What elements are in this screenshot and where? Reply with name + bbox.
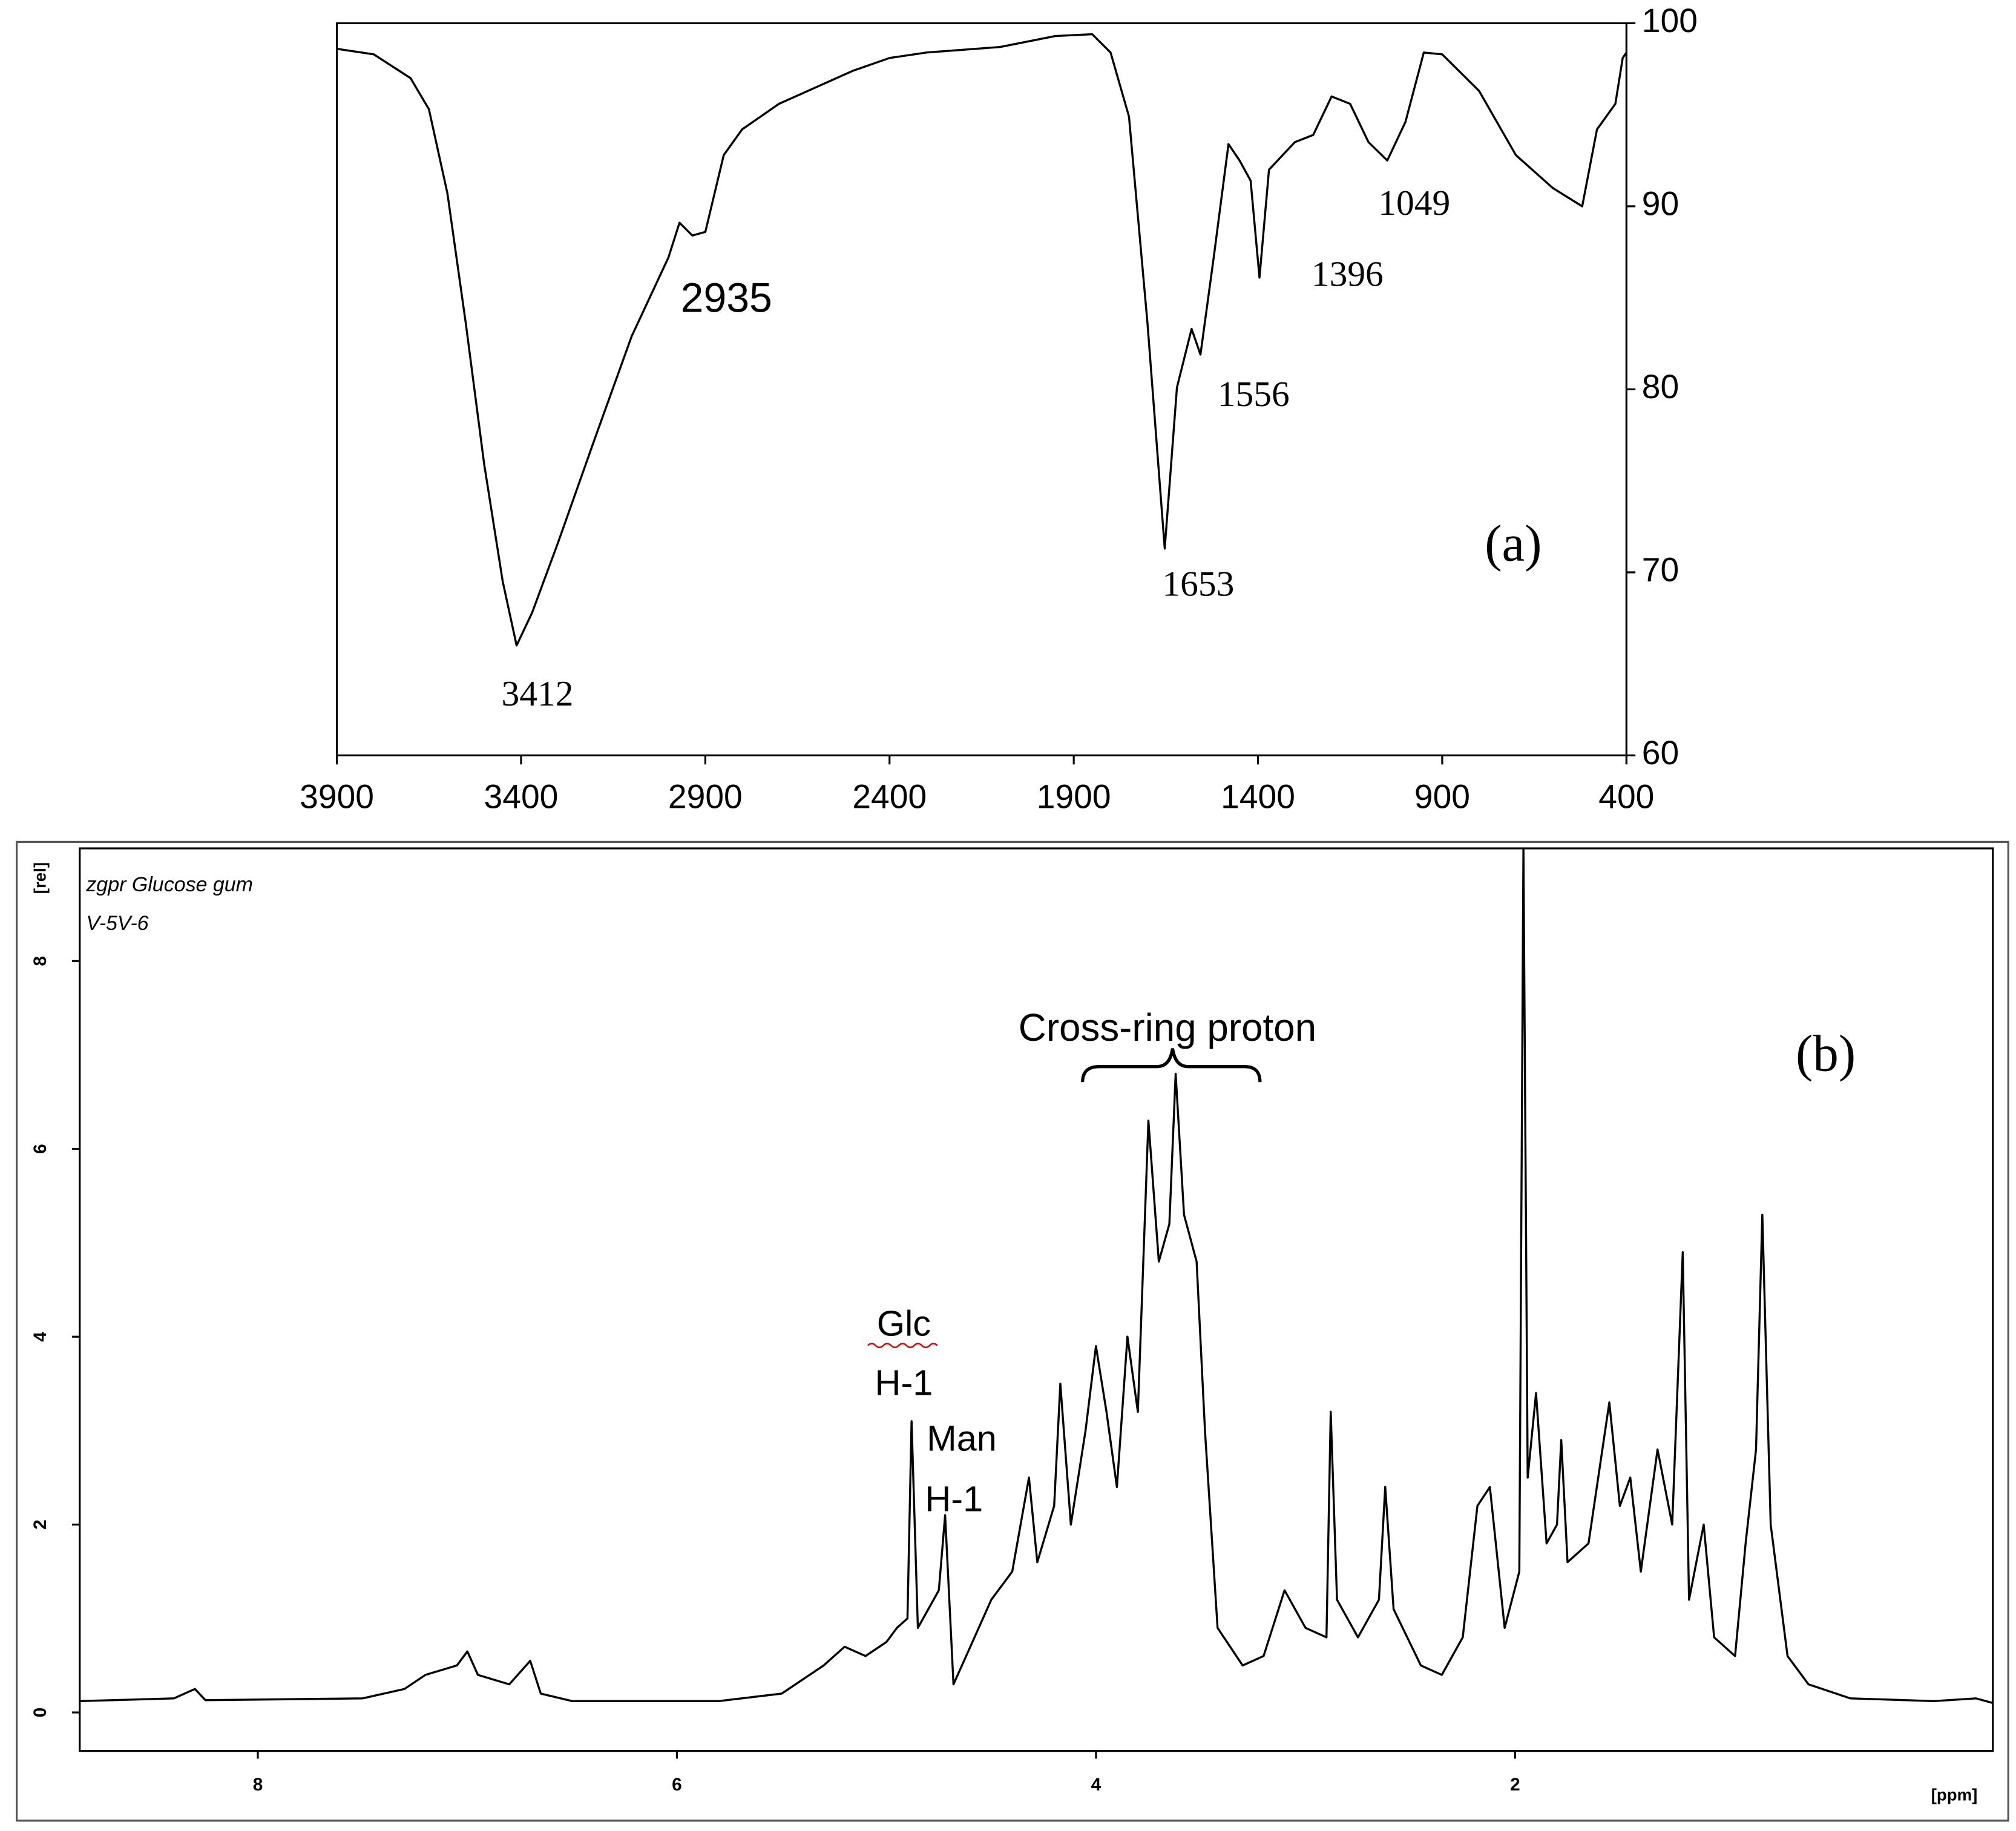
y-tick-label: 70 xyxy=(1642,551,1679,588)
spell-underline xyxy=(867,1343,938,1349)
annotation: H-1 xyxy=(925,1478,983,1519)
y-tick-label: 0 xyxy=(30,1708,50,1718)
note: zgpr Glucose gum xyxy=(85,873,253,896)
x-tick-label: 2 xyxy=(1510,1775,1520,1795)
y-tick-label: 90 xyxy=(1642,185,1679,222)
x-tick-label: 3400 xyxy=(484,778,559,815)
brace xyxy=(1081,1048,1262,1083)
annotation: 1653 xyxy=(1162,564,1234,604)
annotation: 3412 xyxy=(502,673,574,713)
annotation: Cross-ring proton xyxy=(1019,1006,1316,1049)
x-tick-label: 900 xyxy=(1414,778,1470,815)
panel-label: (a) xyxy=(1485,515,1542,572)
y-tick-label: 80 xyxy=(1642,368,1679,405)
panel-frame-b xyxy=(16,840,2009,1822)
x-tick-label: 1900 xyxy=(1037,778,1111,815)
annotation: 1049 xyxy=(1378,183,1450,223)
x-tick-label: 1400 xyxy=(1221,778,1295,815)
annotation: H-1 xyxy=(875,1362,933,1403)
y-tick-label: 4 xyxy=(30,1331,50,1341)
x-tick-label: 2900 xyxy=(668,778,743,815)
y-tick-label: 2 xyxy=(30,1519,50,1530)
x-tick-label: 400 xyxy=(1598,778,1654,815)
x-tick-label: 4 xyxy=(1091,1775,1102,1795)
annotation: Man xyxy=(927,1418,997,1458)
spectrum-line xyxy=(337,33,1627,647)
y-axis-label: [rel] xyxy=(30,862,49,894)
plot-frame-b xyxy=(79,847,1994,1752)
x-axis-label: [ppm] xyxy=(1931,1786,1978,1804)
x-tick-label: 8 xyxy=(253,1775,263,1795)
y-tick-label: 6 xyxy=(30,1144,50,1154)
spectrum-line xyxy=(79,847,1994,1705)
x-tick-label: 2400 xyxy=(852,778,927,815)
y-tick-label: 60 xyxy=(1642,734,1679,771)
annotation: 1556 xyxy=(1218,374,1290,414)
annotation: 2935 xyxy=(681,275,772,321)
y-tick-label: 100 xyxy=(1642,2,1698,39)
y-tick-label: 8 xyxy=(30,956,50,966)
annotation: 1396 xyxy=(1312,254,1384,293)
panel-label: (b) xyxy=(1796,1025,1856,1082)
x-tick-label: 6 xyxy=(672,1775,682,1795)
annotation: Glc xyxy=(877,1303,931,1343)
x-tick-label: 3900 xyxy=(300,778,374,815)
note: V-5V-6 xyxy=(86,912,148,935)
